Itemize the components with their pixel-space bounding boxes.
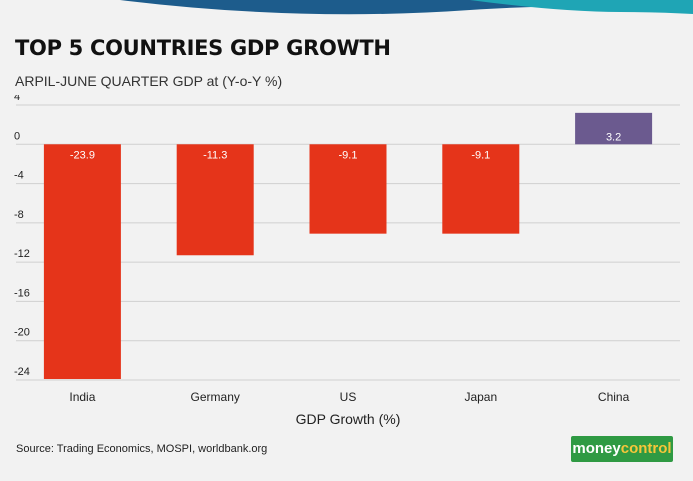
y-tick-label: 4 (14, 95, 20, 103)
x-axis-label: GDP Growth (%) (296, 411, 401, 427)
logo-part-control: control (620, 440, 672, 457)
x-tick-label: China (598, 390, 630, 404)
bar-value-label: -11.3 (203, 149, 227, 161)
bar-value-label: -23.9 (70, 149, 95, 161)
y-tick-label: -20 (14, 327, 30, 339)
chart-title: TOP 5 COUNTRIES GDP GROWTH (15, 36, 391, 60)
header-wave-decoration (120, 0, 693, 15)
bar (43, 144, 121, 380)
x-tick-label: US (340, 390, 357, 404)
moneycontrol-logo: moneycontrol (571, 436, 673, 462)
bar (176, 144, 254, 256)
chart-subtitle: ARPIL-JUNE QUARTER GDP at (Y-o-Y %) (15, 73, 283, 89)
y-tick-label: 0 (14, 130, 20, 142)
bar-chart: 4 0 -4 -8 -12 -16 -20 -24 -23.9 India -11.3 Germany… (14, 95, 680, 427)
y-tick-label: -8 (14, 209, 24, 221)
bar-value-label: -9.1 (339, 149, 358, 161)
bar-value-label: 3.2 (606, 131, 621, 143)
y-tick-label: -16 (14, 287, 30, 299)
bar (442, 144, 520, 234)
source-note: Source: Trading Economics, MOSPI, worldb… (16, 443, 268, 455)
x-tick-label: Japan (464, 390, 497, 404)
y-tick-label: -4 (14, 170, 24, 182)
x-tick-label: Germany (191, 390, 240, 404)
bar-value-label: -9.1 (471, 149, 490, 161)
logo-part-money: money (572, 440, 621, 457)
y-tick-label: -24 (14, 366, 30, 378)
x-tick-label: India (69, 390, 95, 404)
bar (575, 112, 653, 145)
y-tick-label: -12 (14, 248, 30, 260)
bar (309, 144, 387, 234)
